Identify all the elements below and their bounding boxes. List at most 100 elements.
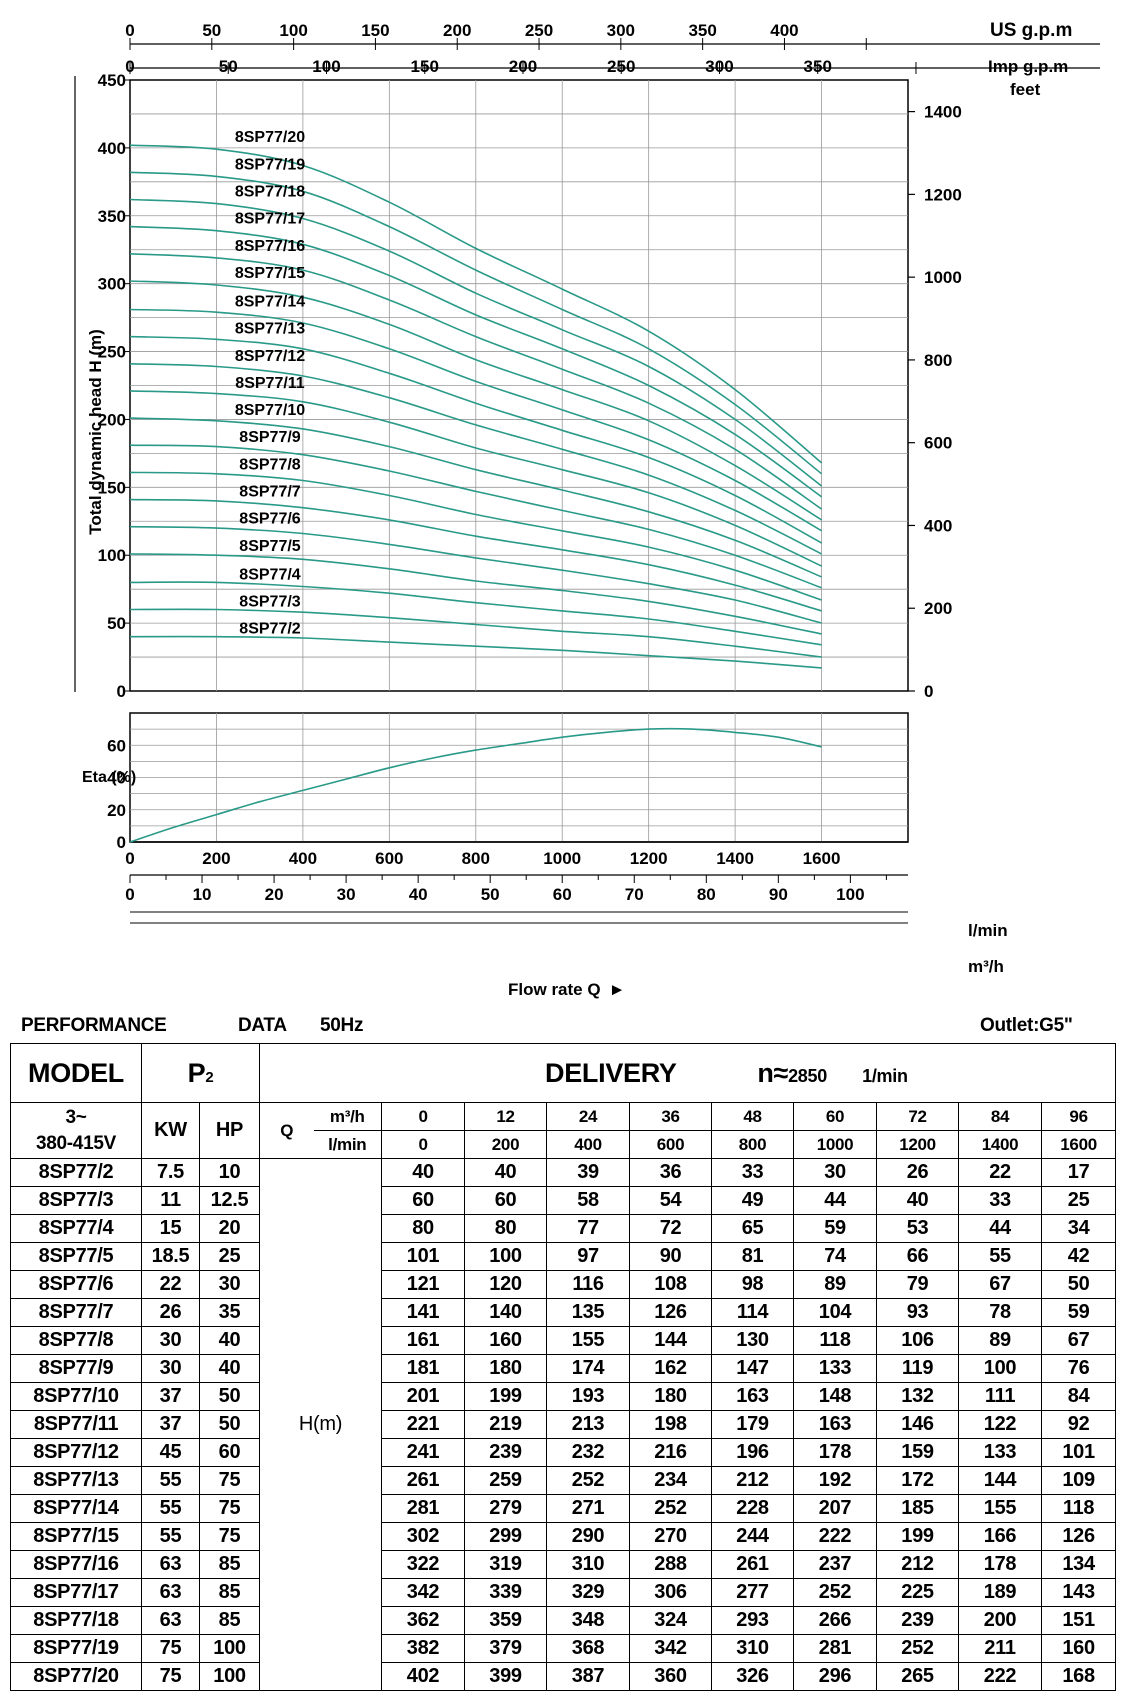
flow-lmin-row: l/min 0 200 400 600 800 1000 1200 1400 1600 (11, 1130, 1117, 1159)
head-value-cell: 17 (1041, 1158, 1117, 1187)
head-value-cell: 199 (876, 1522, 960, 1551)
m3h-tick-label: 40 (409, 885, 428, 904)
head-value-cell: 213 (546, 1410, 631, 1439)
hp-cell: 85 (198, 1550, 261, 1579)
head-value-cell: 39 (546, 1158, 631, 1187)
feet-tick-label: 1400 (924, 103, 962, 122)
performance-table: MODEL P2 DELIVERY n≈2850 1/min 3~ 380-415… (10, 1043, 1117, 1691)
model-cell: 8SP77/16 (10, 1550, 142, 1579)
head-value-cell: 387 (546, 1662, 631, 1691)
eta-y-tick-label: 20 (107, 801, 126, 820)
head-value-cell: 222 (958, 1662, 1043, 1691)
lmin-tick-label: 1600 (803, 849, 841, 868)
head-value-cell: 228 (711, 1494, 795, 1523)
model-cell: 8SP77/11 (10, 1410, 142, 1439)
head-value-cell: 40 (464, 1158, 548, 1187)
model-cell: 8SP77/7 (10, 1298, 142, 1327)
head-unit-cell: H(m) (259, 1158, 383, 1691)
m3h-tick-label: 60 (553, 885, 572, 904)
hp-cell: 85 (198, 1578, 261, 1607)
tick-labels: 0501001502002503003504004500200400600800… (98, 21, 962, 904)
head-y-tick-label: 300 (98, 275, 126, 294)
model-cell: 8SP77/20 (10, 1662, 142, 1691)
flow-m3h-cell: 24 (546, 1102, 631, 1131)
head-curve-8SP77-15 (129, 280, 823, 521)
hp-cell: 75 (198, 1466, 261, 1495)
head-value-cell: 49 (711, 1186, 795, 1215)
head-value-cell: 261 (381, 1466, 466, 1495)
kw-cell: 37 (141, 1410, 200, 1439)
head-value-cell: 98 (711, 1270, 795, 1299)
head-value-cell: 360 (629, 1662, 713, 1691)
head-value-cell: 130 (711, 1326, 795, 1355)
head-value-cell: 162 (629, 1354, 713, 1383)
flow-m3h-cell: 12 (464, 1102, 548, 1131)
head-y-tick-label: 400 (98, 139, 126, 158)
flow-lmin-cell: 1200 (876, 1130, 960, 1159)
hp-header: HP (198, 1102, 261, 1159)
head-curve-8SP77-16 (129, 253, 823, 510)
lmin-tick-label: 800 (462, 849, 490, 868)
head-value-cell: 221 (381, 1410, 466, 1439)
head-value-cell: 101 (381, 1242, 466, 1271)
head-value-cell: 185 (876, 1494, 960, 1523)
model-cell: 8SP77/12 (10, 1438, 142, 1467)
head-curve-8SP77-8 (129, 471, 822, 601)
head-value-cell: 40 (381, 1158, 466, 1187)
q-header: Q (259, 1102, 314, 1159)
head-value-cell: 222 (793, 1522, 878, 1551)
head-value-cell: 55 (958, 1242, 1043, 1271)
lmin-tick-label: 1200 (630, 849, 668, 868)
head-value-cell: 65 (711, 1214, 795, 1243)
head-value-cell: 126 (1041, 1522, 1117, 1551)
m3h-tick-label: 10 (193, 885, 212, 904)
eta-y-tick-label: 0 (117, 833, 126, 852)
head-value-cell: 101 (1041, 1438, 1117, 1467)
flow-m3h-row: 3~ 380-415V KW HP Q m³/h 0 12 24 36 48 60 72 84 9… (10, 1102, 1117, 1159)
head-value-cell: 59 (793, 1214, 878, 1243)
head-curve-8SP77-10 (129, 417, 822, 578)
head-curve-8SP77-7 (129, 498, 822, 612)
hp-cell: 12.5 (198, 1186, 261, 1215)
lmin-tick-label: 0 (125, 849, 134, 868)
efficiency-curve (129, 727, 822, 843)
head-value-cell: 120 (464, 1270, 548, 1299)
lmin-tick-label: 1000 (543, 849, 581, 868)
head-value-cell: 219 (464, 1410, 548, 1439)
hp-cell: 85 (198, 1606, 261, 1635)
head-value-cell: 178 (793, 1438, 878, 1467)
head-value-cell: 299 (464, 1522, 548, 1551)
speed-value: 2850 (788, 1065, 827, 1086)
head-value-cell: 166 (958, 1522, 1043, 1551)
head-value-cell: 100 (464, 1242, 548, 1271)
flow-m3h-cell: 72 (876, 1102, 960, 1131)
series-label: 8SP77/17 (235, 211, 305, 228)
head-value-cell: 399 (464, 1662, 548, 1691)
hp-cell: 75 (198, 1494, 261, 1523)
head-value-cell: 192 (793, 1466, 878, 1495)
head-value-cell: 180 (464, 1354, 548, 1383)
head-value-cell: 290 (546, 1522, 631, 1551)
head-value-cell: 22 (958, 1158, 1043, 1187)
flow-rate-arrow: ► (609, 980, 626, 999)
hp-cell: 10 (198, 1158, 261, 1187)
model-cell: 8SP77/17 (10, 1578, 142, 1607)
head-value-cell: 302 (381, 1522, 466, 1551)
head-value-cell: 59 (1041, 1298, 1117, 1327)
head-curve-8SP77-4 (129, 581, 822, 646)
hp-cell: 40 (198, 1326, 261, 1355)
flow-lmin-cell: 600 (629, 1130, 713, 1159)
head-value-cell: 193 (546, 1382, 631, 1411)
imp-gpm-tick-label: 150 (411, 57, 439, 76)
head-value-cell: 239 (876, 1606, 960, 1635)
head-curve-8SP77-6 (129, 525, 822, 624)
head-value-cell: 277 (711, 1578, 795, 1607)
speed-unit: 1/min (862, 1065, 908, 1086)
head-value-cell: 324 (629, 1606, 713, 1635)
head-value-cell: 288 (629, 1550, 713, 1579)
head-value-cell: 379 (464, 1634, 548, 1663)
head-y-tick-label: 100 (98, 546, 126, 565)
head-value-cell: 293 (711, 1606, 795, 1635)
hp-cell: 20 (198, 1214, 261, 1243)
head-curve-8SP77-13 (129, 335, 822, 544)
